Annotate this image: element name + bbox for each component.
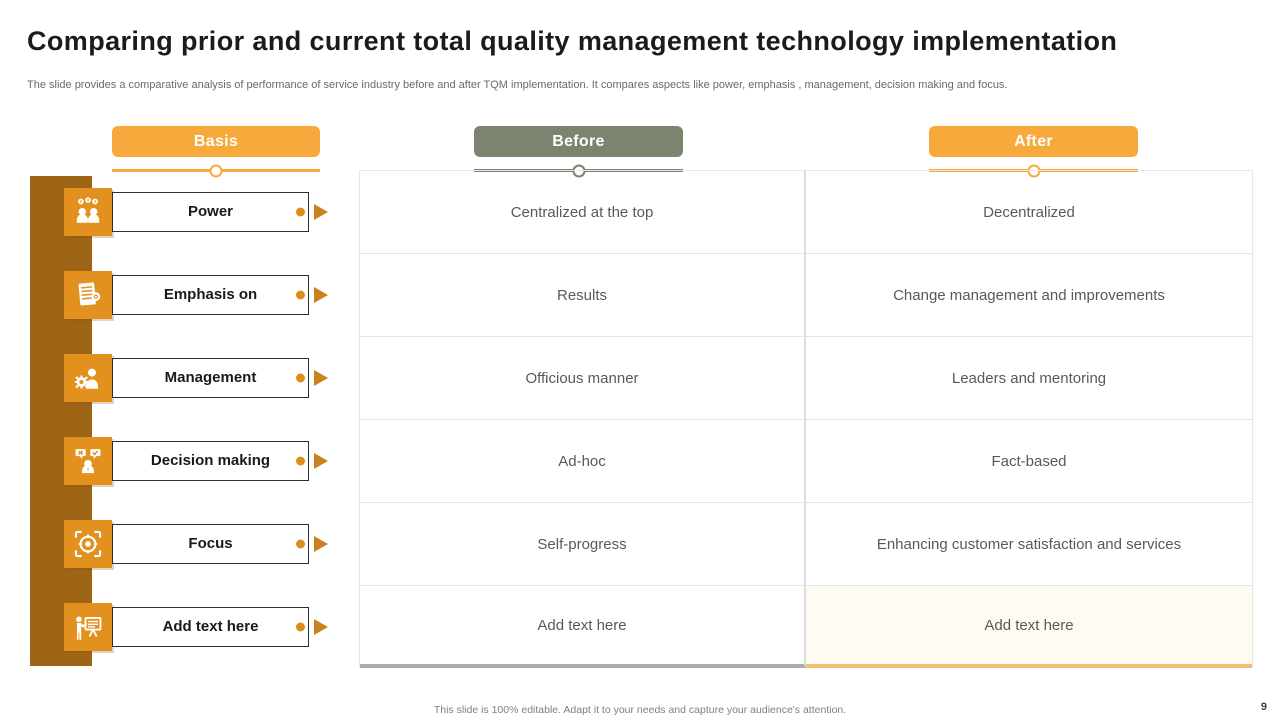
connector-dot-icon — [296, 290, 305, 299]
arrow-right-icon — [314, 618, 328, 635]
table-row: Centralized at the top Decentralized — [360, 171, 1252, 254]
after-cell[interactable]: Change management and improvements — [806, 254, 1252, 336]
basis-item-label: Decision making — [150, 452, 271, 469]
arrow-right-icon — [314, 535, 328, 552]
left-rail — [30, 176, 92, 666]
after-cell-text: Enhancing customer satisfaction and serv… — [876, 535, 1182, 553]
table-row: Self-progress Enhancing customer satisfa… — [360, 503, 1252, 586]
table-row: Add text here Add text here — [360, 586, 1252, 668]
connector-dot-icon — [296, 373, 305, 382]
connector-dot-icon — [296, 456, 305, 465]
target-focus-icon — [64, 519, 112, 568]
page-number: 9 — [1260, 701, 1267, 713]
document-notes-icon — [64, 270, 112, 319]
after-cell[interactable]: Leaders and mentoring — [806, 337, 1252, 419]
before-cell[interactable]: Results — [360, 254, 806, 336]
connector-dot-icon — [296, 539, 305, 548]
arrow-right-icon — [314, 369, 328, 386]
connector-dot-icon — [296, 622, 305, 631]
arrow-right-icon — [314, 203, 328, 220]
after-cell[interactable]: Fact-based — [806, 420, 1252, 502]
after-cell-text: Leaders and mentoring — [951, 369, 1107, 387]
basis-row: Management — [0, 336, 360, 419]
basis-item-button[interactable]: Management — [112, 357, 309, 398]
basis-item-label: Focus — [188, 535, 233, 552]
basis-item-button[interactable]: Decision making — [112, 440, 309, 481]
table-row: Ad-hoc Fact-based — [360, 420, 1252, 503]
before-cell-text: Officious manner — [525, 369, 639, 387]
after-header[interactable]: After — [929, 126, 1138, 157]
before-header[interactable]: Before — [474, 126, 683, 157]
connector-dot-icon — [296, 207, 305, 216]
after-cell-text: Decentralized — [983, 203, 1075, 221]
table-row: Results Change management and improvemen… — [360, 254, 1252, 337]
before-cell[interactable]: Centralized at the top — [360, 171, 806, 253]
after-cell-text: Change management and improvements — [893, 286, 1165, 304]
basis-row: Emphasis on — [0, 253, 360, 336]
basis-item-button[interactable]: Power — [112, 191, 309, 232]
basis-item-button[interactable]: Add text here — [112, 606, 309, 647]
before-cell-text: Centralized at the top — [510, 203, 654, 221]
before-cell[interactable]: Ad-hoc — [360, 420, 806, 502]
before-cell-text: Self-progress — [537, 535, 627, 553]
basis-row: Add text here — [0, 585, 360, 668]
footer-note: This slide is 100% editable. Adapt it to… — [433, 704, 847, 716]
comparison-table: Centralized at the top Decentralized Res… — [359, 170, 1253, 668]
presentation-icon — [64, 602, 112, 651]
after-cell[interactable]: Decentralized — [806, 171, 1252, 253]
before-cell-text: Ad-hoc — [558, 452, 606, 470]
table-row: Officious manner Leaders and mentoring — [360, 337, 1252, 420]
after-cell-text: Add text here — [984, 616, 1074, 634]
arrow-right-icon — [314, 452, 328, 469]
after-cell-text: Fact-based — [991, 452, 1067, 470]
person-gear-icon — [64, 353, 112, 402]
people-money-icon — [64, 187, 112, 236]
basis-item-button[interactable]: Focus — [112, 523, 309, 564]
page-title: Comparing prior and current total qualit… — [27, 26, 1118, 56]
decision-bubbles-icon — [64, 436, 112, 485]
basis-item-label: Management — [164, 369, 257, 386]
before-cell[interactable]: Officious manner — [360, 337, 806, 419]
before-cell-text: Add text here — [537, 616, 627, 634]
after-cell[interactable]: Enhancing customer satisfaction and serv… — [806, 503, 1252, 585]
basis-item-label: Add text here — [162, 618, 259, 635]
basis-header[interactable]: Basis — [112, 126, 320, 157]
basis-item-label: Power — [187, 203, 233, 220]
basis-knob-icon — [209, 164, 223, 177]
slide-subtitle: The slide provides a comparative analysi… — [27, 79, 1008, 91]
basis-row: Power — [0, 170, 360, 253]
basis-column: Power Emphasis on Management Decision ma… — [0, 170, 360, 668]
before-cell-text: Results — [556, 286, 608, 304]
basis-row: Decision making — [0, 419, 360, 502]
before-cell[interactable]: Add text here — [360, 586, 806, 668]
before-cell[interactable]: Self-progress — [360, 503, 806, 585]
after-cell[interactable]: Add text here — [806, 586, 1252, 668]
basis-item-label: Emphasis on — [163, 286, 258, 303]
basis-item-button[interactable]: Emphasis on — [112, 274, 309, 315]
arrow-right-icon — [314, 286, 328, 303]
basis-underline — [112, 164, 320, 177]
basis-row: Focus — [0, 502, 360, 585]
